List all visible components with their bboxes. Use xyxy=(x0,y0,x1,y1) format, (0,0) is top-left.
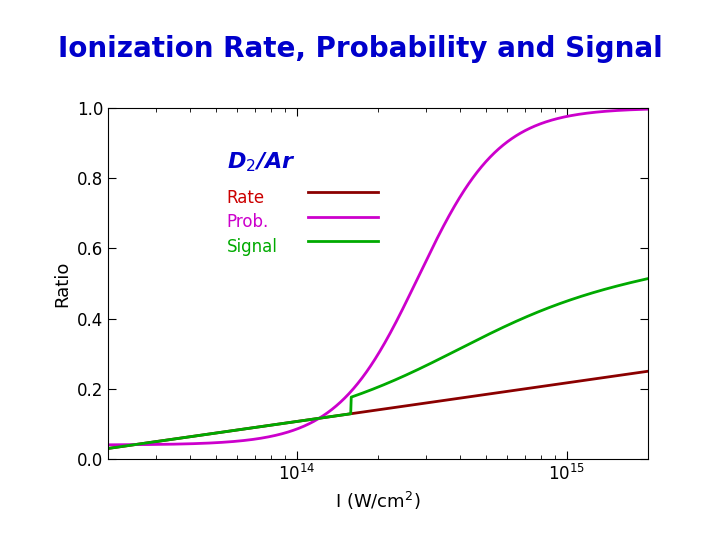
Prob. xyxy=(534,121,543,127)
Rate xyxy=(534,383,543,390)
Signal xyxy=(322,414,330,421)
Rate xyxy=(525,385,534,392)
Rate xyxy=(474,392,483,399)
Line: Rate: Rate xyxy=(108,372,648,448)
Signal xyxy=(525,313,534,319)
Text: Signal: Signal xyxy=(227,238,278,256)
Line: Signal: Signal xyxy=(108,279,648,448)
Rate xyxy=(341,411,350,418)
Signal xyxy=(341,411,350,418)
Line: Prob.: Prob. xyxy=(108,109,648,445)
Text: Rate: Rate xyxy=(227,189,265,207)
Text: D$_2$/Ar: D$_2$/Ar xyxy=(227,150,295,174)
Rate xyxy=(159,437,168,444)
Text: Prob.: Prob. xyxy=(227,213,269,231)
Rate xyxy=(644,368,652,375)
Signal xyxy=(644,275,652,282)
Prob. xyxy=(104,442,112,448)
Y-axis label: Ratio: Ratio xyxy=(53,260,71,307)
Text: Ionization Rate, Probability and Signal: Ionization Rate, Probability and Signal xyxy=(58,35,662,63)
Prob. xyxy=(525,125,534,132)
Signal xyxy=(474,336,483,342)
Signal xyxy=(104,445,112,451)
Signal xyxy=(159,437,168,444)
Prob. xyxy=(644,106,652,112)
Prob. xyxy=(474,167,483,173)
Prob. xyxy=(159,441,168,448)
Rate xyxy=(104,445,112,451)
Rate xyxy=(322,414,330,421)
Signal xyxy=(534,308,543,315)
Prob. xyxy=(341,394,350,400)
X-axis label: I (W/cm$^2$): I (W/cm$^2$) xyxy=(336,490,420,511)
Prob. xyxy=(322,410,330,417)
